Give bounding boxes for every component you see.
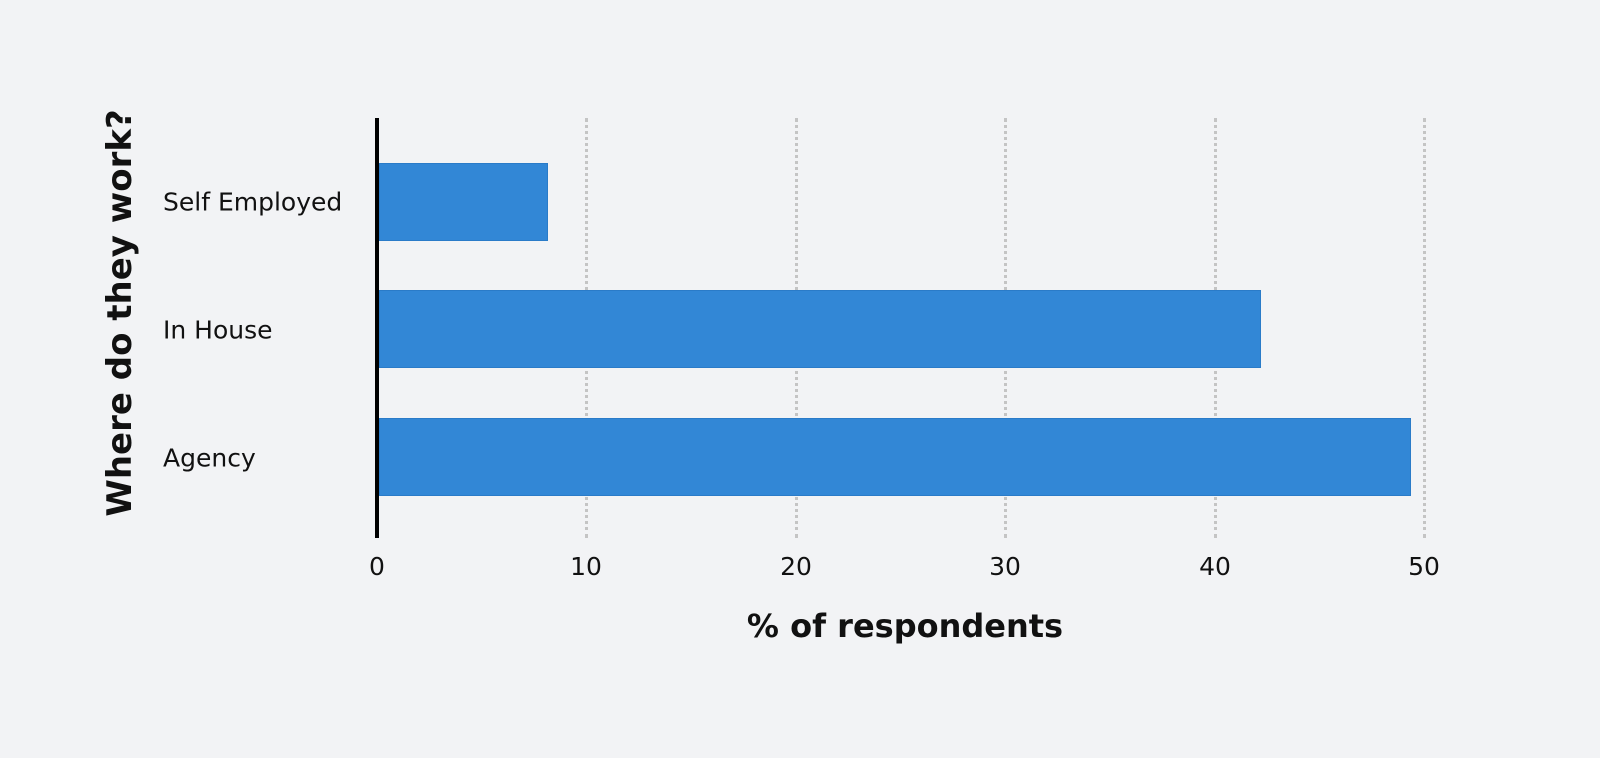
x-tick-0: 0 [369,552,385,581]
bar-agency [379,418,1412,496]
x-tick-50: 50 [1408,552,1440,581]
category-label-self-employed: Self Employed [163,187,343,217]
x-tick-10: 10 [570,552,602,581]
y-axis-title: Where do they work? [100,109,140,517]
x-axis-title: % of respondents [746,607,1064,645]
x-tick-40: 40 [1199,552,1231,581]
bar-in-house [379,290,1261,368]
category-label-in-house: In House [163,315,273,345]
y-axis-line [375,118,379,538]
gridline-50 [1423,118,1426,538]
x-tick-20: 20 [780,552,812,581]
x-tick-30: 30 [989,552,1021,581]
category-label-agency: Agency [163,443,256,473]
bar-self-employed [379,163,549,241]
